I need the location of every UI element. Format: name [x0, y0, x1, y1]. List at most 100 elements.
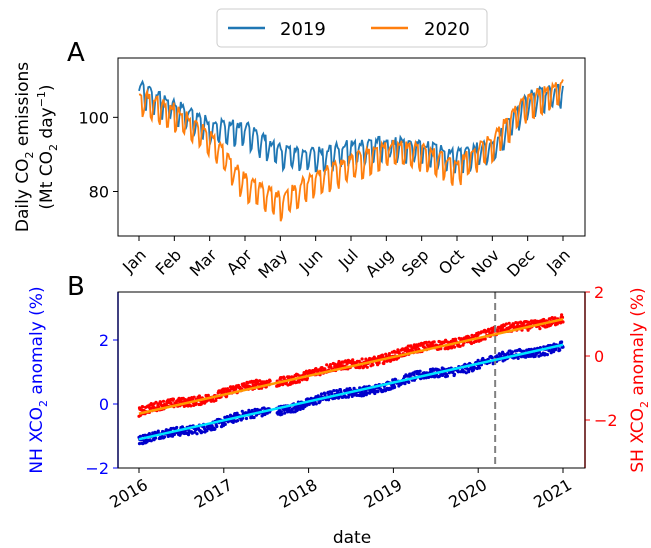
- data-point: [412, 373, 416, 377]
- data-point: [409, 344, 413, 348]
- panel-a-xtick-label: Sep: [398, 245, 433, 280]
- data-point: [531, 352, 535, 356]
- data-point: [392, 358, 396, 362]
- data-point: [190, 431, 194, 435]
- data-point: [325, 363, 329, 367]
- data-point: [350, 394, 354, 398]
- data-point: [377, 361, 381, 365]
- data-point: [391, 378, 395, 382]
- legend-label-2019: 2019: [280, 19, 326, 40]
- data-point: [418, 369, 422, 373]
- data-point: [393, 385, 397, 389]
- panel-b-xlabel: date: [333, 528, 371, 548]
- data-point: [328, 363, 333, 367]
- data-point: [327, 398, 331, 402]
- data-point: [332, 389, 336, 393]
- data-point: [558, 348, 562, 352]
- panel-a-xtick-label: Feb: [152, 245, 185, 278]
- data-point: [240, 409, 244, 413]
- panel-b-left-ytick-label: 0: [99, 395, 109, 414]
- data-point: [560, 315, 565, 319]
- data-point: [195, 432, 199, 436]
- data-point: [373, 391, 377, 396]
- data-point: [453, 337, 458, 341]
- panel-b-xtick-label: 2016: [106, 475, 151, 512]
- data-point: [452, 372, 457, 376]
- data-point: [464, 371, 468, 375]
- data-point: [236, 419, 240, 423]
- data-point: [424, 376, 428, 380]
- panel-b-right-ylabel: SH XCO2 anomaly (%): [628, 287, 651, 472]
- data-point: [538, 327, 542, 331]
- series-nh-fit-overlay: [138, 343, 564, 441]
- panel-a-xtick-label: Jun: [295, 245, 327, 277]
- panel-a-ylabel-line2: (Mt CO2 day−1): [35, 84, 60, 209]
- data-point: [369, 390, 374, 394]
- data-point: [279, 410, 283, 414]
- data-point: [214, 398, 218, 402]
- panel-a-xtick-label: Aug: [362, 245, 398, 281]
- panel-a-xtick-label: Apr: [223, 245, 256, 278]
- data-point: [507, 321, 511, 325]
- panel-a-frame: [117, 57, 586, 237]
- panel-b: −2 0 2 −2 0 2 2016 2017 2018 2019 2020 2021: [85, 283, 617, 512]
- data-point: [318, 399, 322, 403]
- data-point: [351, 358, 355, 362]
- panel-b-xtick-label: 2021: [530, 475, 575, 512]
- data-point: [437, 374, 441, 378]
- data-point: [258, 379, 262, 383]
- data-point: [244, 416, 249, 421]
- data-point: [446, 340, 450, 344]
- data-point: [297, 380, 301, 384]
- data-point: [561, 320, 565, 324]
- data-point: [316, 394, 320, 398]
- data-point: [300, 378, 304, 382]
- data-point: [189, 404, 193, 408]
- data-point: [186, 433, 191, 437]
- data-point: [445, 374, 449, 378]
- data-point: [456, 370, 460, 374]
- data-point: [452, 345, 457, 349]
- data-point: [458, 344, 462, 348]
- data-point: [215, 424, 219, 429]
- panel-b-left-ylabel: NH XCO2 anomaly (%): [27, 286, 50, 473]
- panel-b-frame: [117, 291, 586, 469]
- data-point: [483, 337, 487, 341]
- data-point: [252, 415, 256, 420]
- data-point: [323, 392, 327, 397]
- data-point: [213, 427, 217, 431]
- panel-a-xtick-label: Jan: [542, 245, 574, 277]
- data-point: [361, 394, 366, 398]
- data-point: [149, 439, 153, 443]
- panel-b-right-ytick-label: 2: [594, 283, 604, 302]
- data-point: [287, 375, 291, 379]
- data-point: [376, 389, 380, 393]
- data-point: [154, 400, 158, 404]
- series-sh-fit-overlay: [138, 318, 564, 415]
- data-point: [344, 395, 348, 399]
- data-point: [384, 352, 388, 356]
- data-point: [429, 375, 433, 379]
- data-point: [314, 402, 318, 406]
- data-point: [298, 407, 302, 411]
- data-point: [387, 352, 391, 356]
- panel-label-b: B: [67, 272, 85, 302]
- data-point: [542, 345, 546, 349]
- panel-a-xtick-label: Mar: [186, 245, 221, 280]
- data-point: [504, 322, 508, 326]
- data-point: [382, 359, 386, 363]
- data-point: [164, 403, 168, 407]
- panel-a-xtick-label: Oct: [435, 245, 468, 278]
- data-point: [171, 426, 175, 430]
- data-point: [162, 435, 167, 439]
- panel-a-xtick-label: Jul: [334, 245, 362, 273]
- data-point: [467, 335, 471, 339]
- data-point: [205, 429, 209, 433]
- data-point: [560, 340, 564, 344]
- data-point: [474, 339, 478, 343]
- data-point: [336, 389, 340, 393]
- data-point: [469, 341, 474, 346]
- data-point: [403, 382, 407, 386]
